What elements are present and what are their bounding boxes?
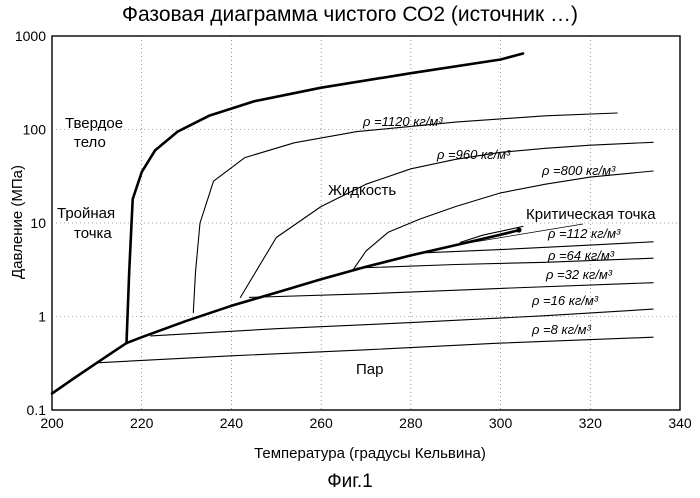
isochore-curve-11 [96,336,654,364]
grid-lines [52,36,680,410]
isochore-curve-5 [351,170,654,272]
isochore-curve-4 [239,141,654,298]
y-axis-label: Давление (МПа) [9,165,26,279]
density-label-3: ρ =1120 кг/м³ [362,114,443,129]
y-tick-label: 1000 [15,28,46,44]
y-tick-label: 1 [38,309,46,325]
region-label-vapor: Пар [356,361,383,378]
x-tick-label: 280 [399,415,423,431]
isochore-curve-8 [356,257,654,269]
series-group [50,52,654,395]
x-tick-label: 340 [668,415,692,431]
y-tick-label: 10 [30,215,46,231]
critical-point-leader [467,223,584,244]
density-label-10: ρ =8 кг/м³ [531,322,592,337]
x-tick-label: 220 [130,415,154,431]
isochore-curve-7 [423,241,654,254]
density-label-7: ρ =64 кг/м³ [547,248,615,263]
vaporization-curve-2 [125,228,521,345]
region-label-triple-2: точка [74,225,112,242]
density-label-6: ρ =112 кг/м³ [547,226,621,241]
region-label-critical: Критическая точка [526,206,656,223]
density-label-5: ρ =800 кг/м³ [541,163,616,178]
region-label-solid-1: Твердое [65,115,123,132]
plot-frame [51,35,681,411]
region-label-triple-1: Тройная [57,205,115,222]
x-axis-label: Температура (градусы Кельвина) [254,445,486,462]
x-tick-label: 300 [489,415,513,431]
melting-curve-1 [125,52,525,345]
critical-point-marker [516,227,522,233]
x-tick-label: 260 [309,415,333,431]
isochore-curve-9 [248,282,654,298]
isochore-curve-10 [150,308,654,337]
sublimation-curve-0 [50,341,128,395]
region-label-solid-2: тело [74,134,106,151]
density-labels: ρ =1120 кг/м³ ρ =960 кг/м³ ρ =800 кг/м³ ρ =… [362,114,621,337]
x-tick-labels: 200 220 240 260 280 300 320 340 [40,415,692,431]
density-label-9: ρ =16 кг/м³ [531,293,599,308]
x-tick-label: 320 [579,415,603,431]
y-tick-labels: 0.1 1 10 100 1000 [15,28,46,418]
isochore-curve-6 [459,225,524,243]
chart-title: Фазовая диаграмма чистого СО2 (источник … [122,3,578,26]
isochore-curve-3 [192,112,618,314]
y-tick-label: 100 [23,122,47,138]
x-tick-label: 240 [220,415,244,431]
region-label-liquid: Жидкость [328,182,396,199]
figure-caption: Фиг.1 [327,471,373,492]
y-tick-label: 0.1 [27,402,47,418]
x-tick-label: 200 [40,415,64,431]
density-label-4: ρ =960 кг/м³ [436,147,511,162]
density-label-8: ρ =32 кг/м³ [545,267,613,282]
